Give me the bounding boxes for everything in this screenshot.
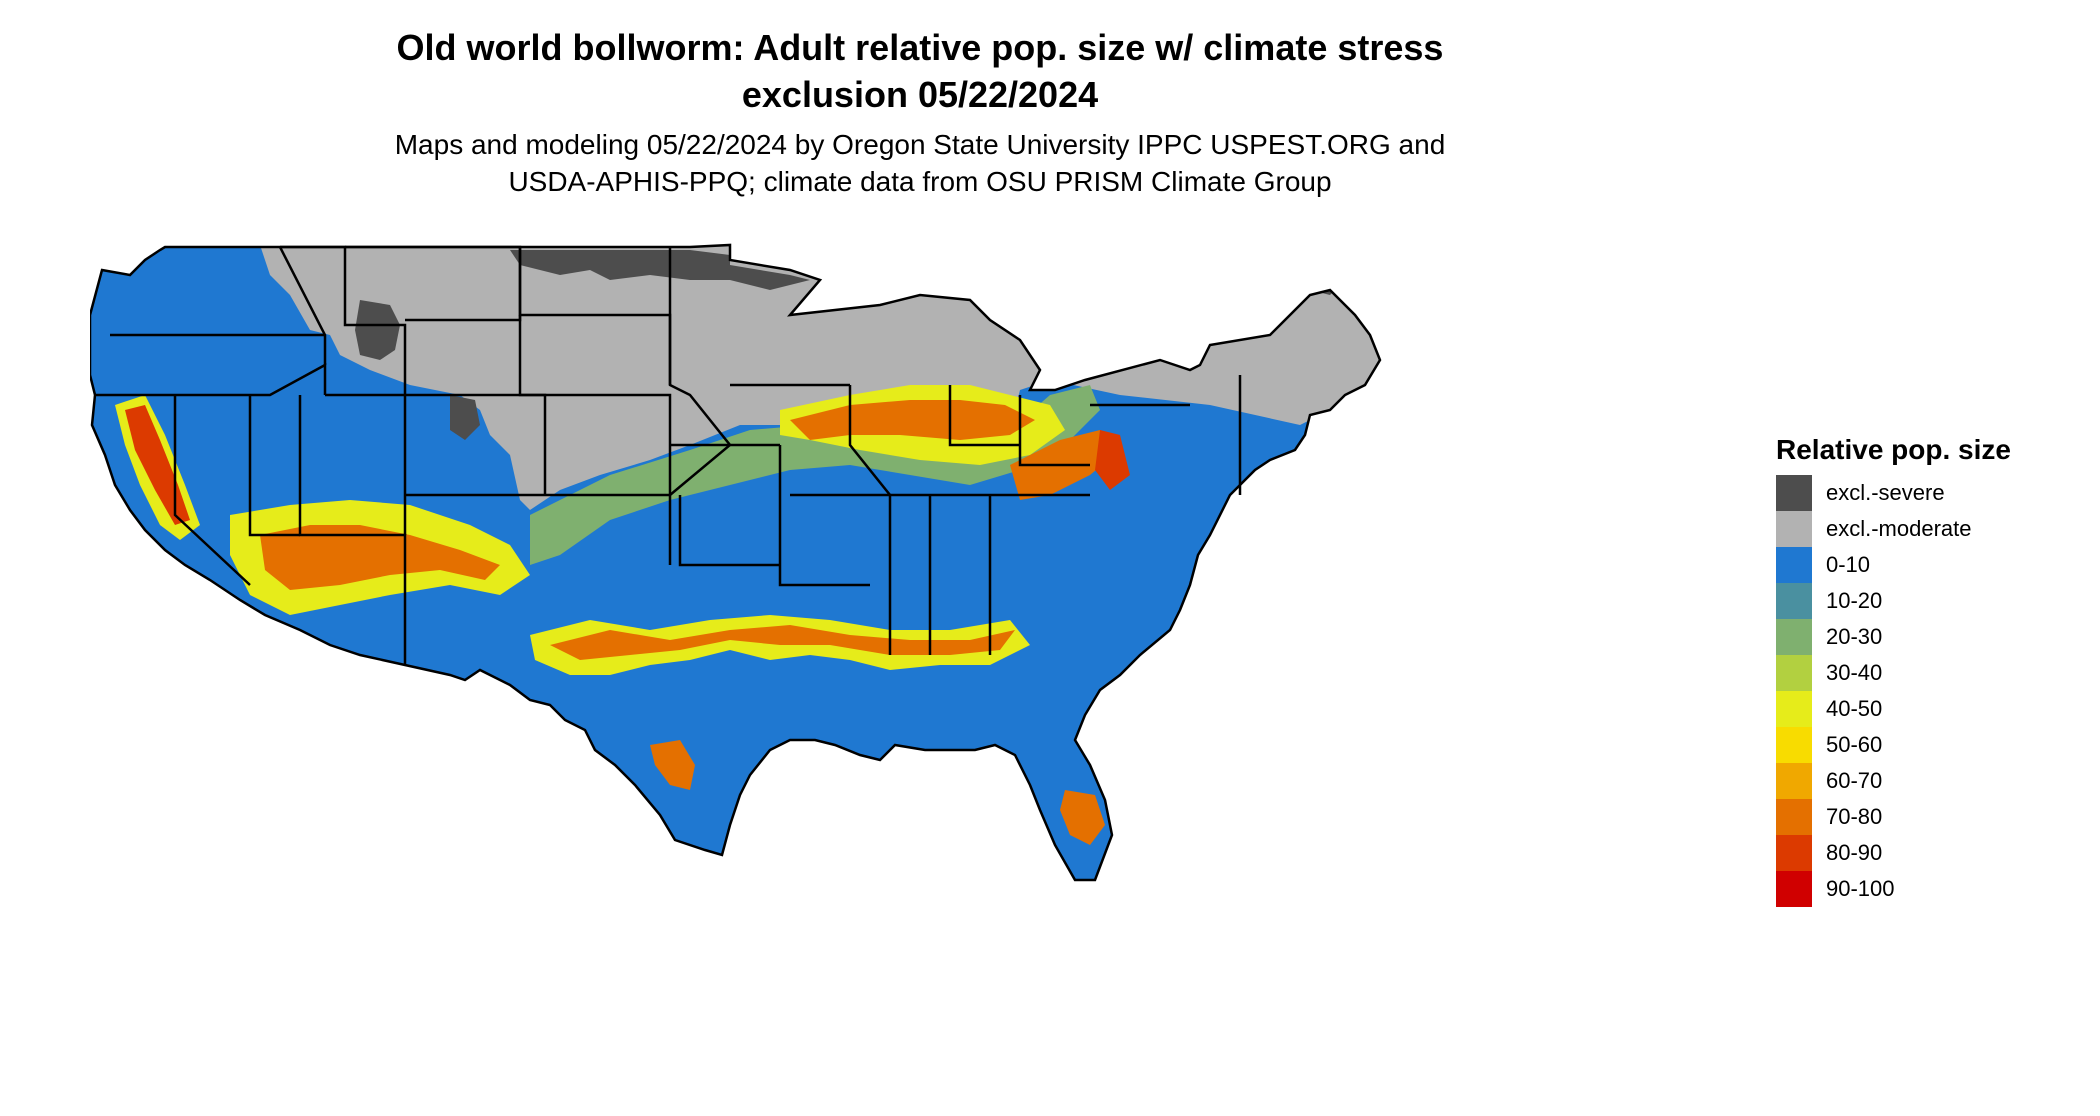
map-legend: Relative pop. size excl.-severe excl.-mod… <box>1776 433 2076 907</box>
legend-swatch <box>1776 799 1812 835</box>
legend-label: 70-80 <box>1826 804 1883 829</box>
border-az-nm <box>298 395 407 665</box>
legend-item: excl.-moderate <box>1776 511 2076 547</box>
legend-item: 30-40 <box>1776 655 2076 691</box>
zone-excl-severe-colorado <box>450 395 480 440</box>
us-map <box>90 235 1670 1115</box>
legend-label: 20-30 <box>1826 624 1883 649</box>
legend-swatch <box>1776 583 1812 619</box>
legend-swatch <box>1776 727 1812 763</box>
legend-swatch <box>1776 871 1812 907</box>
border-ca-nv <box>173 395 251 586</box>
legend-label: 60-70 <box>1826 768 1883 793</box>
map-subtitle: Maps and modeling 05/22/2024 by Oregon S… <box>300 126 1540 200</box>
legend-swatch <box>1776 763 1812 799</box>
border-or-ca-nv <box>95 362 327 397</box>
legend-swatch <box>1776 511 1812 547</box>
border-mn-ia <box>668 247 732 496</box>
border-mt-wy <box>280 245 407 395</box>
legend-label: 10-20 <box>1826 588 1883 613</box>
legend-label: 90-100 <box>1826 876 1895 901</box>
border-il-in <box>848 385 892 655</box>
border-mo-ar <box>778 445 870 587</box>
us-map-svg <box>90 243 1382 882</box>
legend-swatch <box>1776 655 1812 691</box>
legend-label: 30-40 <box>1826 660 1883 685</box>
legend-rows: excl.-severe excl.-moderate 0-10 10-20 20-30… <box>1776 475 2076 907</box>
legend-item: 50-60 <box>1776 727 2076 763</box>
zone-70-80-south-texas <box>650 740 695 790</box>
legend-swatch <box>1776 475 1812 511</box>
legend-swatch <box>1776 835 1812 871</box>
legend-label: excl.-severe <box>1826 480 1945 505</box>
zone-70-80-south-florida <box>1060 790 1105 845</box>
legend-item: excl.-severe <box>1776 475 2076 511</box>
zone-excl-severe-wyoming <box>355 300 400 360</box>
zone-80-90-chesapeake <box>1095 430 1130 490</box>
legend-item: 20-30 <box>1776 619 2076 655</box>
legend-label: 50-60 <box>1826 732 1883 757</box>
legend-label: 40-50 <box>1826 696 1883 721</box>
border-nv-east <box>248 395 300 537</box>
map-title-line-1: Old world bollworm: Adult relative pop. … <box>396 27 1444 68</box>
legend-item: 0-10 <box>1776 547 2076 583</box>
legend-item: 60-70 <box>1776 763 2076 799</box>
border-id-west <box>278 246 327 365</box>
legend-item: 70-80 <box>1776 799 2076 835</box>
legend-swatch <box>1776 691 1812 727</box>
legend-swatch <box>1776 619 1812 655</box>
legend-swatch <box>1776 547 1812 583</box>
map-subtitle-line-1: Maps and modeling 05/22/2024 by Oregon S… <box>394 129 1446 160</box>
legend-item: 80-90 <box>1776 835 2076 871</box>
zone-70-80-gulf <box>550 625 1015 660</box>
habitat-layers <box>90 245 1380 880</box>
legend-item: 10-20 <box>1776 583 2076 619</box>
zone-excl-severe-north <box>510 250 810 290</box>
border-oh <box>948 385 1020 447</box>
legend-label: excl.-moderate <box>1826 516 1972 541</box>
legend-title: Relative pop. size <box>1776 434 2011 465</box>
zone-70-80-southwest <box>260 525 500 590</box>
map-subtitle-line-2: USDA-APHIS-PPQ; climate data from OSU PR… <box>508 166 1332 197</box>
zone-excl-severe-maine <box>1300 260 1345 295</box>
legend-label: 0-10 <box>1826 552 1871 577</box>
state-boundaries <box>90 243 1382 882</box>
border-wv-va <box>1018 395 1090 467</box>
map-title: Old world bollworm: Adult relative pop. … <box>300 24 1540 118</box>
legend-item: 90-100 <box>1776 871 2076 907</box>
border-ok-tx <box>678 495 780 567</box>
map-title-line-2: exclusion 05/22/2024 <box>741 74 1099 115</box>
legend-label: 80-90 <box>1826 840 1883 865</box>
legend-item: 40-50 <box>1776 691 2076 727</box>
zone-20-30-band <box>530 385 1100 565</box>
